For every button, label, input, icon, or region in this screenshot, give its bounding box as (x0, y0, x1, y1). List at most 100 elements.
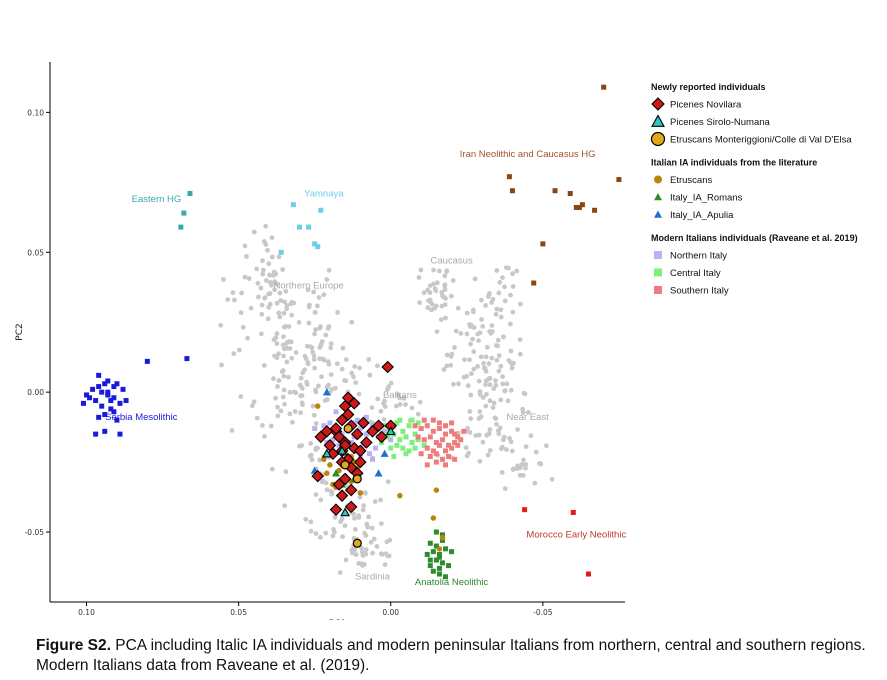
reference-sample-point (487, 448, 493, 453)
reference-sample-point (494, 357, 500, 363)
reference-sample-point (305, 287, 311, 293)
reference-sample-point (476, 432, 482, 438)
reference-sample-point (282, 346, 287, 352)
legend-label: Picenes Sirolo-Numana (670, 117, 771, 128)
reference-sample-point (218, 322, 224, 328)
reference-sample-point (286, 374, 291, 380)
caption-label: Figure S2. (36, 637, 111, 654)
data-point-anatolia-neolithic (436, 554, 442, 560)
reference-sample-point (502, 388, 508, 393)
reference-sample-point (385, 479, 391, 484)
reference-sample-point (523, 465, 528, 471)
reference-sample-point (434, 280, 440, 286)
reference-sample-point (259, 311, 265, 317)
reference-sample-point (317, 325, 323, 331)
data-point-serbia-mesolithic (90, 386, 96, 392)
annotation-caucasus: Caucasus (430, 255, 472, 266)
reference-sample-point (351, 374, 356, 380)
reference-sample-point (274, 331, 280, 337)
data-point-yamnaya (306, 224, 312, 230)
data-point-etruscans-monteriggioni-colle-di-val-d-elsa (352, 538, 362, 548)
reference-sample-point (242, 274, 248, 280)
data-point-serbia-mesolithic (111, 395, 117, 401)
data-point-central-italy (403, 434, 409, 440)
reference-sample-point (508, 292, 513, 298)
reference-sample-point (343, 357, 349, 362)
data-point-serbia-mesolithic (102, 428, 108, 434)
data-point-central-italy (406, 448, 412, 454)
data-point-serbia-mesolithic (111, 409, 117, 415)
reference-sample-point (475, 364, 480, 369)
y-tick-label: 0.10 (27, 108, 44, 117)
data-point-iran-neolithic-and-caucasus-hg (579, 202, 585, 208)
reference-sample-point (333, 385, 338, 391)
data-point-picenes-sirolo-numana (340, 507, 351, 517)
reference-sample-point (238, 394, 244, 399)
reference-sample-point (502, 284, 507, 290)
data-point-etruscans (430, 515, 437, 521)
reference-sample-point (349, 319, 355, 325)
reference-sample-point (487, 375, 493, 381)
reference-sample-point (374, 544, 380, 549)
reference-sample-point (239, 290, 245, 296)
reference-sample-point (521, 457, 526, 463)
reference-sample-point (353, 552, 359, 558)
data-point-anatolia-neolithic (449, 549, 455, 555)
reference-sample-point (388, 380, 394, 386)
reference-sample-point (328, 345, 334, 351)
reference-sample-point (378, 497, 383, 503)
data-point-etruscans (324, 470, 330, 477)
reference-sample-point (276, 378, 282, 383)
data-point-morocco-early-neolithic (522, 507, 528, 513)
data-point-serbia-mesolithic (102, 412, 108, 418)
reference-sample-point (518, 301, 523, 307)
reference-sample-point (221, 277, 226, 282)
reference-sample-point (273, 395, 278, 401)
reference-sample-point (324, 487, 330, 493)
reference-sample-point (363, 547, 369, 552)
data-point-southern-italy (446, 442, 452, 448)
data-point-picenes-novilara (335, 489, 349, 502)
data-point-picenes-novilara (381, 360, 394, 374)
data-point-serbia-mesolithic (144, 358, 150, 364)
data-point-northern-italy (369, 456, 375, 462)
data-point-picenes-novilara (354, 455, 367, 469)
reference-sample-point (451, 381, 456, 387)
data-point-southern-italy (430, 417, 436, 423)
reference-sample-point (508, 321, 513, 327)
data-point-serbia-mesolithic (114, 381, 120, 387)
data-point-northern-italy (312, 426, 318, 432)
annotation-sardinia: Sardinia (355, 572, 391, 583)
reference-sample-point (437, 268, 442, 274)
reference-sample-point (342, 523, 348, 529)
annotation-northern-europe: Northern Europe (273, 281, 343, 292)
reference-sample-point (281, 310, 287, 316)
reference-sample-point (311, 357, 317, 362)
reference-sample-point (464, 453, 470, 459)
legend-heading: Modern Italians individuals (Raveane et … (651, 233, 858, 243)
data-point-southern-italy (427, 434, 433, 440)
data-point-southern-italy (443, 462, 449, 468)
reference-sample-point (287, 411, 293, 417)
data-point-southern-italy (452, 440, 458, 446)
reference-sample-point (260, 271, 266, 277)
data-point-anatolia-neolithic (436, 551, 442, 557)
data-point-southern-italy (443, 431, 449, 437)
reference-sample-point (307, 302, 312, 308)
reference-sample-point (532, 480, 538, 486)
data-point-southern-italy (433, 459, 439, 465)
reference-sample-point (326, 382, 331, 388)
reference-sample-point (429, 307, 434, 313)
series-serbia-mesolithic (80, 356, 190, 437)
data-point-northern-italy (321, 423, 327, 429)
reference-sample-point (508, 348, 514, 354)
reference-sample-point (300, 370, 306, 376)
data-point-serbia-mesolithic (99, 403, 105, 409)
reference-sample-point (379, 521, 384, 526)
data-point-iran-neolithic-and-caucasus-hg (616, 177, 622, 183)
reference-sample-point (433, 303, 439, 309)
reference-sample-point (326, 361, 332, 367)
reference-sample-point (356, 515, 362, 520)
data-point-serbia-mesolithic (87, 395, 93, 401)
reference-sample-point (316, 383, 321, 389)
